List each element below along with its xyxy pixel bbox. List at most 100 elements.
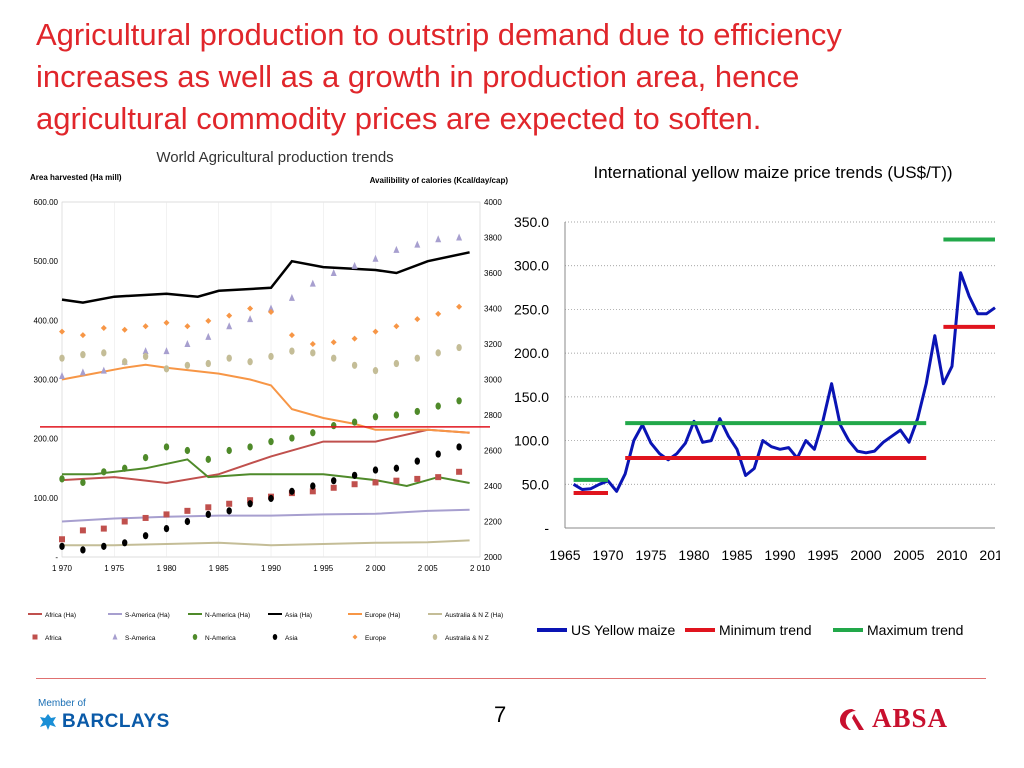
chart-title: International yellow maize price trends …: [593, 163, 952, 182]
data-point: [79, 368, 86, 376]
data-point: [142, 352, 149, 361]
data-point: [289, 434, 295, 442]
data-point: [184, 361, 191, 369]
legend-label: Europe (Ha): [365, 612, 400, 619]
data-point: [184, 517, 191, 526]
data-point: [247, 305, 254, 312]
legend-marker-swatch: [432, 634, 438, 640]
x-tick-label: 1 985: [209, 564, 230, 573]
world-production-chart: World Agricultural production trends Are…: [28, 149, 508, 642]
x-tick-label: 2 000: [365, 564, 386, 573]
data-point: [226, 446, 232, 455]
y-tick-label: 200.0: [514, 345, 549, 361]
data-point: [184, 340, 191, 347]
y-tick-label-left: 100.00: [34, 494, 59, 503]
y-tick-label: 350.0: [514, 214, 549, 230]
data-point: [163, 319, 170, 326]
data-point: [184, 323, 191, 330]
y-tick-label-right: 3400: [484, 305, 502, 314]
title-line: agricultural commodity prices are expect…: [36, 101, 762, 136]
data-point: [456, 397, 462, 405]
data-point: [414, 475, 421, 482]
data-point: [435, 450, 441, 458]
data-point: [205, 510, 211, 518]
legend-label: Australia & N Z: [445, 635, 489, 642]
data-point: [163, 443, 170, 451]
data-point: [205, 317, 212, 324]
x-tick-label: 2 010: [470, 564, 491, 573]
legend-label: S-America (Ha): [125, 612, 170, 619]
y-tick-label: 300.0: [514, 258, 549, 274]
data-point: [351, 361, 358, 369]
absa-name: ABSA: [872, 703, 949, 733]
slide-title: Agricultural production to outstrip dema…: [36, 14, 996, 140]
legend-label: N-America (Ha): [205, 612, 250, 619]
data-point: [289, 347, 295, 355]
data-point: [247, 443, 253, 451]
legend-marker-swatch: [32, 634, 38, 640]
data-point: [435, 310, 442, 317]
legend-label: Asia (Ha): [285, 612, 312, 619]
data-point: [142, 323, 149, 330]
data-point: [351, 261, 358, 269]
legend-label: N-America: [205, 635, 236, 642]
x-tick-label: 1 980: [156, 564, 177, 573]
data-point: [393, 323, 400, 330]
data-point: [59, 536, 65, 543]
x-tick-label: 2010: [936, 547, 967, 563]
data-point: [226, 354, 232, 362]
y-tick-label-right: 2800: [484, 411, 502, 420]
legend-label: S-America: [125, 635, 156, 642]
data-point: [351, 471, 358, 479]
barclays-name: BARCLAYS: [62, 711, 170, 732]
legend-marker-swatch: [112, 633, 118, 640]
x-tick-label: 1970: [592, 547, 623, 563]
data-point: [331, 422, 337, 430]
x-tick-label: 1985: [721, 547, 752, 563]
data-point: [59, 354, 65, 362]
data-point: [268, 309, 274, 316]
legend-label: Europe: [365, 635, 386, 642]
data-point: [414, 457, 420, 465]
data-point: [268, 438, 274, 446]
data-point: [393, 411, 400, 419]
data-point: [59, 542, 65, 550]
y-tick-label-right: 3800: [484, 234, 502, 243]
x-tick-label: 1975: [635, 547, 666, 563]
y-tick-label-right: 4000: [484, 198, 502, 207]
data-point: [184, 446, 191, 455]
data-point: [309, 279, 316, 287]
series-line: [61, 251, 470, 304]
data-point: [330, 339, 337, 346]
data-point: [226, 312, 233, 319]
data-point: [247, 315, 254, 323]
series-line: [572, 271, 996, 493]
y-tick-label-right: 2600: [484, 447, 502, 456]
data-point: [205, 504, 212, 511]
y-tick-label-right: 2000: [484, 553, 502, 562]
x-tick-label: 1 995: [313, 564, 334, 573]
data-point: [79, 332, 86, 339]
data-point: [226, 322, 233, 330]
data-point: [310, 429, 316, 437]
x-tick-label: 1995: [807, 547, 838, 563]
data-point: [393, 245, 400, 253]
data-point: [100, 525, 107, 532]
data-point: [414, 354, 420, 362]
data-point: [184, 507, 191, 514]
legend-label: Africa (Ha): [45, 612, 76, 619]
y-tick-label-right: 3000: [484, 376, 502, 385]
data-point: [163, 365, 170, 373]
absa-logo: ABSA: [838, 703, 948, 734]
y-tick-label: -: [544, 520, 549, 536]
data-point: [226, 500, 233, 507]
data-point: [414, 407, 420, 416]
data-point: [100, 366, 107, 374]
data-point: [435, 474, 442, 481]
data-point: [435, 235, 442, 243]
data-point: [80, 478, 86, 487]
data-point: [268, 494, 274, 503]
data-point: [393, 359, 400, 368]
data-point: [122, 539, 128, 547]
barclays-logo: Member of BARCLAYS: [38, 698, 170, 733]
